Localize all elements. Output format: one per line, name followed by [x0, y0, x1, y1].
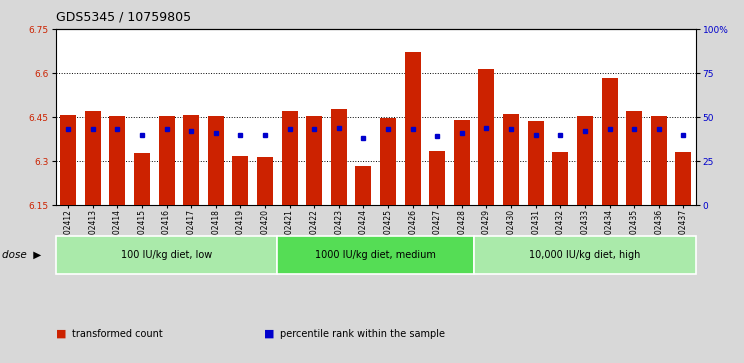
Bar: [208, 117, 224, 205]
Bar: [257, 157, 273, 205]
Bar: [85, 111, 100, 205]
Bar: [109, 115, 125, 205]
Bar: [158, 115, 175, 205]
Bar: [60, 115, 76, 205]
Bar: [331, 109, 347, 205]
Text: percentile rank within the sample: percentile rank within the sample: [280, 329, 446, 339]
Bar: [429, 151, 445, 205]
Bar: [454, 120, 470, 205]
Bar: [527, 121, 544, 205]
Bar: [278, 236, 474, 274]
Text: GDS5345 / 10759805: GDS5345 / 10759805: [56, 11, 191, 24]
Bar: [405, 52, 420, 205]
Bar: [183, 115, 199, 205]
Bar: [232, 156, 248, 205]
Text: dose  ▶: dose ▶: [2, 250, 42, 260]
Text: 10,000 IU/kg diet, high: 10,000 IU/kg diet, high: [529, 250, 641, 260]
Bar: [626, 111, 642, 205]
Bar: [478, 69, 495, 205]
Bar: [474, 236, 696, 274]
Text: 100 IU/kg diet, low: 100 IU/kg diet, low: [121, 250, 212, 260]
Bar: [380, 118, 396, 205]
Bar: [307, 117, 322, 205]
Bar: [552, 152, 568, 205]
Text: ■: ■: [56, 329, 66, 339]
Text: 1000 IU/kg diet, medium: 1000 IU/kg diet, medium: [315, 250, 436, 260]
Text: transformed count: transformed count: [72, 329, 163, 339]
Bar: [56, 236, 278, 274]
Bar: [281, 111, 298, 205]
Bar: [577, 115, 593, 205]
Bar: [601, 78, 618, 205]
Text: ■: ■: [264, 329, 275, 339]
Bar: [651, 115, 667, 205]
Bar: [134, 153, 150, 205]
Bar: [356, 166, 371, 205]
Bar: [503, 114, 519, 205]
Bar: [676, 152, 691, 205]
